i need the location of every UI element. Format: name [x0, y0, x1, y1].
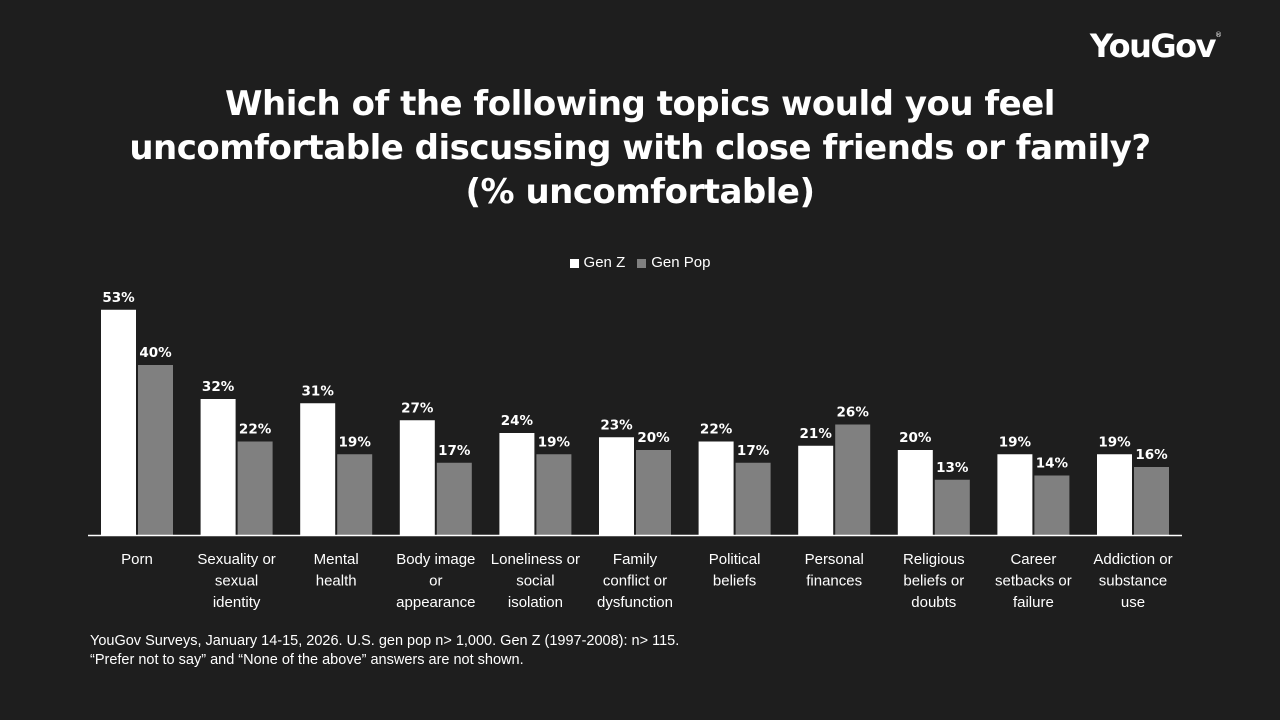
bar-gen-pop-9: [1034, 475, 1070, 535]
category-label-7: Personal finances: [805, 551, 864, 590]
data-label-gen-z-5: 23%: [600, 417, 633, 433]
data-label-gen-z-3: 27%: [401, 400, 434, 416]
category-label-5: Family conflict or dysfunction: [597, 551, 673, 611]
bar-gen-pop-3: [436, 462, 472, 535]
category-label-4: Loneliness or social isolation: [491, 551, 580, 611]
footnote: YouGov Surveys, January 14-15, 2026. U.S…: [90, 632, 679, 670]
category-label-6: Political beliefs: [709, 551, 761, 590]
data-label-gen-pop-6: 17%: [737, 443, 770, 459]
bar-gen-z-5: [599, 437, 634, 535]
legend-label-gen-pop: Gen Pop: [651, 254, 711, 271]
bar-gen-z-7: [798, 445, 834, 535]
data-label-gen-z-0: 53%: [102, 290, 135, 306]
category-label-10: Addiction or substance use: [1093, 551, 1172, 611]
category-label-0: Porn: [121, 551, 153, 568]
data-label-gen-pop-8: 13%: [936, 460, 969, 476]
bar-gen-z-6: [698, 441, 734, 535]
data-label-gen-z-1: 32%: [202, 379, 235, 395]
bar-gen-z-9: [997, 454, 1033, 535]
data-label-gen-pop-3: 17%: [438, 443, 471, 459]
bar-gen-z-0: [101, 309, 136, 535]
bar-gen-pop-8: [934, 479, 970, 535]
category-label-3: Body image or appearance: [396, 551, 475, 611]
bar-gen-z-1: [200, 399, 236, 535]
bar-gen-pop-1: [237, 441, 273, 535]
footnote-line-2: “Prefer not to say” and “None of the abo…: [90, 652, 524, 668]
bar-gen-z-3: [399, 420, 435, 535]
data-label-gen-pop-1: 22%: [239, 422, 272, 438]
data-label-gen-z-4: 24%: [501, 413, 534, 429]
category-label-8: Religious beliefs or doubts: [903, 551, 965, 611]
logo-registered-mark: ®: [1215, 31, 1222, 39]
data-label-gen-pop-0: 40%: [139, 345, 172, 361]
chart-title-line-1: Which of the following topics would you …: [225, 84, 1055, 124]
bar-gen-z-2: [300, 403, 336, 535]
bar-gen-pop-6: [735, 462, 771, 535]
data-label-gen-z-8: 20%: [899, 430, 932, 446]
bar-gen-pop-2: [337, 454, 373, 535]
bar-gen-pop-10: [1134, 467, 1169, 535]
data-label-gen-pop-9: 14%: [1036, 456, 1069, 472]
bar-gen-z-10: [1097, 454, 1132, 535]
bar-gen-z-4: [499, 433, 535, 535]
chart-title-line-2: uncomfortable discussing with close frie…: [129, 128, 1151, 168]
bar-gen-pop-0: [138, 365, 173, 535]
data-label-gen-z-7: 21%: [800, 426, 833, 442]
bar-gen-pop-7: [835, 424, 871, 535]
legend-item-gen-z: Gen Z: [569, 254, 626, 272]
chart-legend: Gen Z Gen Pop: [0, 254, 1280, 272]
yougov-logo: YouGov®: [1090, 30, 1222, 62]
data-label-gen-z-10: 19%: [1098, 434, 1131, 450]
logo-text: YouGov: [1089, 27, 1217, 65]
data-label-gen-z-2: 31%: [302, 383, 335, 399]
legend-item-gen-pop: Gen Pop: [637, 254, 710, 272]
data-label-gen-pop-10: 16%: [1135, 447, 1168, 463]
data-label-gen-pop-5: 20%: [637, 430, 670, 446]
legend-swatch-gen-pop: [637, 258, 647, 268]
category-label-1: Sexuality or sexual identity: [197, 551, 275, 611]
footnote-line-1: YouGov Surveys, January 14-15, 2026. U.S…: [90, 633, 680, 649]
legend-label-gen-z: Gen Z: [583, 254, 626, 271]
bar-gen-pop-4: [536, 454, 572, 535]
category-label-9: Career setbacks or failure: [995, 551, 1072, 611]
data-label-gen-z-9: 19%: [999, 434, 1032, 450]
bar-gen-z-8: [897, 450, 933, 535]
chart-title-line-3: (% uncomfortable): [465, 172, 816, 212]
category-label-2: Mental health: [314, 551, 359, 590]
data-label-gen-pop-4: 19%: [538, 434, 571, 450]
legend-swatch-gen-z: [569, 258, 579, 268]
data-label-gen-pop-7: 26%: [837, 405, 870, 421]
bar-gen-pop-5: [636, 450, 671, 535]
data-label-gen-z-6: 22%: [700, 422, 733, 438]
data-label-gen-pop-2: 19%: [339, 434, 372, 450]
chart-title: Which of the following topics would you …: [0, 82, 1280, 214]
